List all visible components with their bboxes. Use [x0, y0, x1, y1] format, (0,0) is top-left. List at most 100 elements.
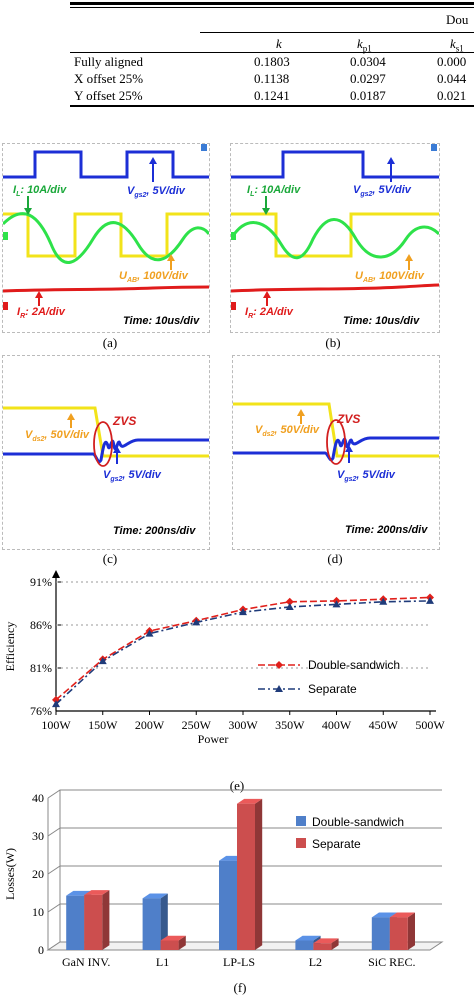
bar-top [295, 935, 321, 941]
table-top-rule [70, 2, 474, 5]
bar-top [84, 890, 110, 895]
table-col-kp1: kp1 [357, 36, 372, 54]
caption-a: (a) [102, 335, 118, 350]
gridline [47, 789, 442, 799]
x-tick-label: SiC REC. [368, 955, 415, 969]
ir-label: IR: 2A/div [245, 306, 293, 321]
data-point [52, 700, 60, 708]
x-tick-label: 400W [322, 718, 352, 732]
bar-side [160, 893, 168, 950]
y-tick-label: 86% [30, 618, 52, 632]
time-label: Time: 200ns/div [345, 524, 428, 536]
table-cell: 0.1803 [254, 54, 290, 69]
scope-b-waveforms [231, 144, 439, 310]
y-tick-label: 40 [32, 791, 44, 805]
bar-top [142, 893, 168, 899]
x-tick-label: 450W [369, 718, 399, 732]
legend-label: Double-sandwich [312, 815, 404, 829]
il-waveform [3, 212, 209, 264]
bar-side [407, 912, 415, 950]
efficiency-chart: 76% 81% 86% 91% 100W 150W 200W 250W 300W 350W 400W… [0, 568, 474, 773]
caption-d: (d) [327, 551, 343, 566]
zvs-label: ZVS [113, 414, 137, 428]
scope-c-waveforms [3, 406, 209, 467]
bar-side [102, 890, 110, 950]
losses-chart-svg: 0 10 20 30 40 Losses(W) GaN INV. L1 LP-LS L2 SiC R… [3, 789, 444, 969]
zvs-label: ZVS [337, 412, 361, 426]
y-axis-label: Losses(W) [3, 848, 17, 900]
uab-waveform [3, 212, 209, 258]
scope-panel-a: IL: 10A/div Vgs2, 5V/div UAB, 100V/div I… [2, 143, 210, 333]
vgs-waveform [231, 150, 439, 179]
data-point [192, 618, 201, 626]
table-row-label: Fully aligned [74, 54, 143, 69]
bar-separate [313, 943, 332, 950]
table-cell: 0.044 [437, 71, 467, 86]
uab-label: UAB, 100V/div [119, 270, 188, 285]
y-tick-label: 30 [32, 829, 44, 843]
efficiency-chart-svg: 76% 81% 86% 91% 100W 150W 200W 250W 300W 350W 400W… [3, 570, 445, 746]
il-label: IL: 10A/div [247, 184, 301, 199]
coupling-table: Dou k kp1 ks1 Fully aligned 0.1803 0.030… [0, 0, 474, 108]
data-point [239, 608, 247, 616]
x-tick-label: L2 [309, 955, 322, 969]
zvs-circle [93, 421, 113, 467]
x-tick-label: 300W [228, 718, 258, 732]
y-tick-label: 10 [32, 905, 44, 919]
table-group-header: Dou [446, 12, 469, 27]
table-bottom-rule [70, 105, 474, 107]
bar-separate [389, 917, 408, 950]
table-row-label: Y offset 25% [74, 88, 143, 103]
ir-waveform [3, 285, 209, 293]
table-row-label: X offset 25% [74, 71, 144, 86]
caption-b: (b) [325, 335, 341, 350]
vgs-label: Vgs2, 5V/div [103, 469, 161, 484]
ir-waveform [231, 283, 439, 293]
bar-top [160, 935, 186, 941]
scope-panel-c: Vds2, 50V/div ZVS Vgs2, 5V/div Time: 200… [2, 355, 210, 550]
ir-label: IR: 2A/div [17, 306, 65, 321]
table-cell: 0.0304 [350, 54, 386, 69]
table-group-rule [200, 32, 474, 33]
data-point [285, 597, 294, 606]
x-tick-label: 250W [182, 718, 212, 732]
time-label: Time: 10us/div [123, 315, 200, 327]
vds-label: Vds2, 50V/div [255, 424, 320, 439]
data-point [285, 602, 294, 610]
caption-c: (c) [102, 551, 118, 566]
scope-d-waveforms [233, 402, 439, 465]
time-label: Time: 10us/div [343, 315, 420, 327]
vgs-label: Vgs2, 5V/div [127, 185, 185, 200]
vgs-waveform [3, 150, 209, 179]
y-axis-label: Efficiency [3, 622, 17, 672]
scope-panel-d: Vds2, 50V/div ZVS Vgs2, 5V/div Time: 200… [232, 355, 440, 550]
bar-double-sandwich [371, 917, 390, 950]
uab-waveform [231, 212, 439, 258]
il-label: IL: 10A/div [13, 184, 67, 199]
y-axis-arrow [52, 570, 60, 578]
time-label: Time: 200ns/div [113, 525, 196, 537]
legend-swatch [296, 838, 306, 848]
legend-marker [275, 685, 283, 692]
y-tick-label: 81% [30, 661, 52, 675]
x-tick-label: 150W [88, 718, 118, 732]
losses-chart: 0 10 20 30 40 Losses(W) GaN INV. L1 LP-LS L2 SiC R… [0, 788, 474, 980]
legend-label: Separate [308, 682, 357, 696]
table-cell: 0.0187 [350, 88, 386, 103]
il-waveform [231, 218, 439, 260]
vds-label: Vds2, 50V/div [25, 429, 90, 444]
vds-waveform [3, 406, 209, 458]
y-tick-label: 0 [38, 943, 44, 957]
y-tick-label: 20 [32, 867, 44, 881]
table-cell: 0.1138 [254, 71, 290, 86]
bar-separate [84, 894, 103, 950]
y-tick-label: 76% [30, 704, 52, 718]
bar-side [178, 935, 186, 950]
vgs-label: Vgs2, 5V/div [337, 469, 395, 484]
bar-top [237, 798, 263, 804]
x-tick-label: L1 [156, 955, 169, 969]
zvs-circle [326, 419, 346, 465]
bar-double-sandwich [66, 895, 85, 950]
legend-swatch [296, 816, 306, 826]
table-top-rule-2 [70, 7, 474, 8]
